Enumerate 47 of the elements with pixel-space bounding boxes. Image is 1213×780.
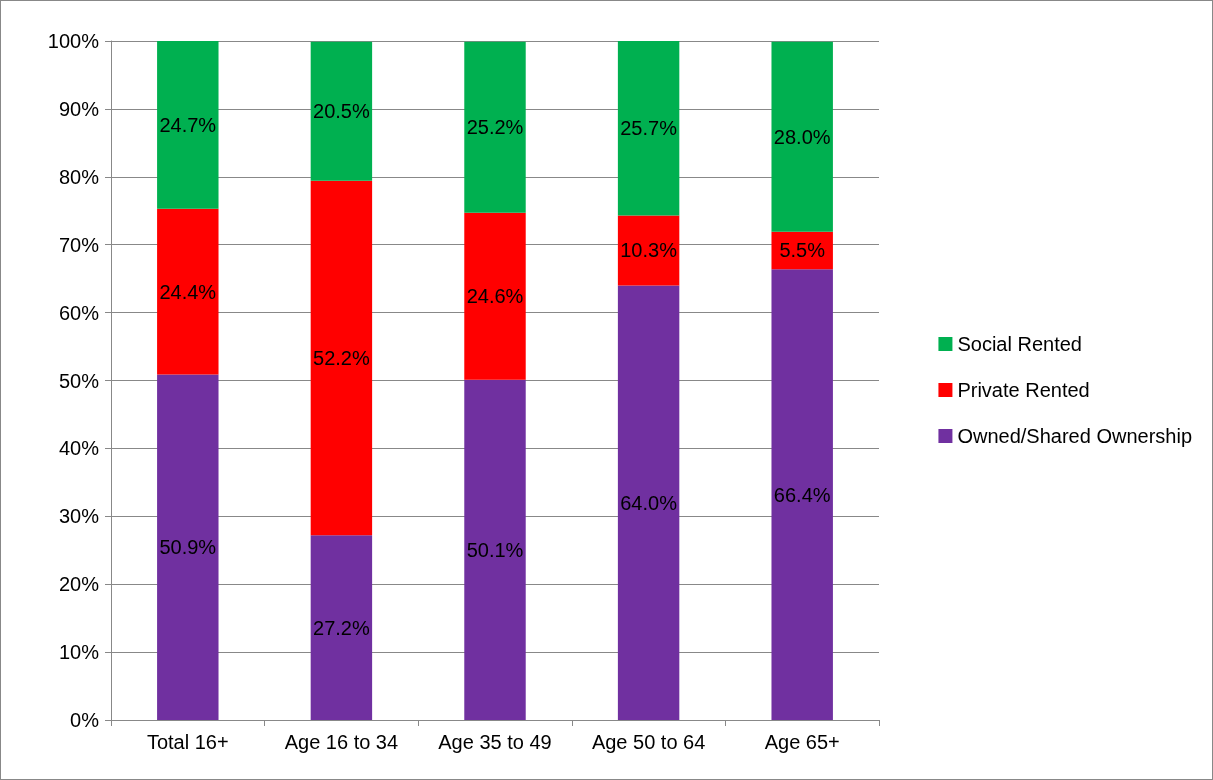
y-tick-label: 40% [58, 437, 100, 460]
bar [157, 208, 219, 375]
x-tick-label: Age 16 to 34 [284, 731, 399, 753]
y-tick-label: 60% [58, 301, 100, 324]
data-label: 50.9% [159, 536, 217, 559]
bar [771, 41, 833, 232]
data-label: 24.4% [159, 280, 217, 303]
y-tick-label: 10% [58, 641, 100, 664]
bar [157, 41, 219, 209]
bar [157, 374, 219, 720]
bar [310, 180, 373, 536]
bar [464, 41, 526, 213]
y-tick-label: 0% [70, 709, 100, 731]
x-tick-label: Age 35 to 49 [438, 731, 552, 753]
data-label: 66.4% [773, 483, 831, 506]
y-tick-label: 30% [58, 505, 100, 528]
x-tick-label: Age 65+ [764, 731, 840, 753]
data-label: 64.0% [620, 491, 678, 514]
y-tick-label: 50% [58, 369, 100, 392]
data-label: 25.7% [620, 117, 678, 140]
y-tick-label: 80% [58, 165, 100, 188]
data-label: 52.2% [313, 347, 370, 370]
bar [464, 212, 526, 380]
data-label: 10.3% [620, 239, 678, 262]
bar [310, 41, 373, 181]
data-label: 50.1% [466, 538, 524, 561]
x-tick-label: Total 16+ [146, 731, 229, 753]
bar [617, 41, 680, 216]
y-tick-label: 20% [58, 573, 100, 596]
bar [617, 285, 680, 720]
legend-label: Owned/Shared Ownership [957, 425, 1193, 447]
bar [771, 269, 833, 720]
data-label: 5.5% [779, 239, 826, 262]
bar [310, 535, 373, 720]
x-tick-label: Age 50 to 64 [591, 731, 706, 753]
data-label: 24.7% [159, 113, 217, 136]
data-label: 27.2% [313, 616, 370, 639]
bar [464, 379, 526, 720]
y-tick-label: 100% [47, 30, 100, 52]
y-tick-label: 90% [58, 97, 100, 120]
y-tick-label: 70% [58, 233, 100, 256]
data-label: 24.6% [466, 285, 524, 308]
legend-label: Private Rented [957, 379, 1090, 401]
data-label: 25.2% [466, 116, 524, 139]
data-label: 20.5% [313, 100, 370, 123]
data-label: 28.0% [773, 125, 831, 148]
legend-label: Social Rented [957, 333, 1082, 355]
